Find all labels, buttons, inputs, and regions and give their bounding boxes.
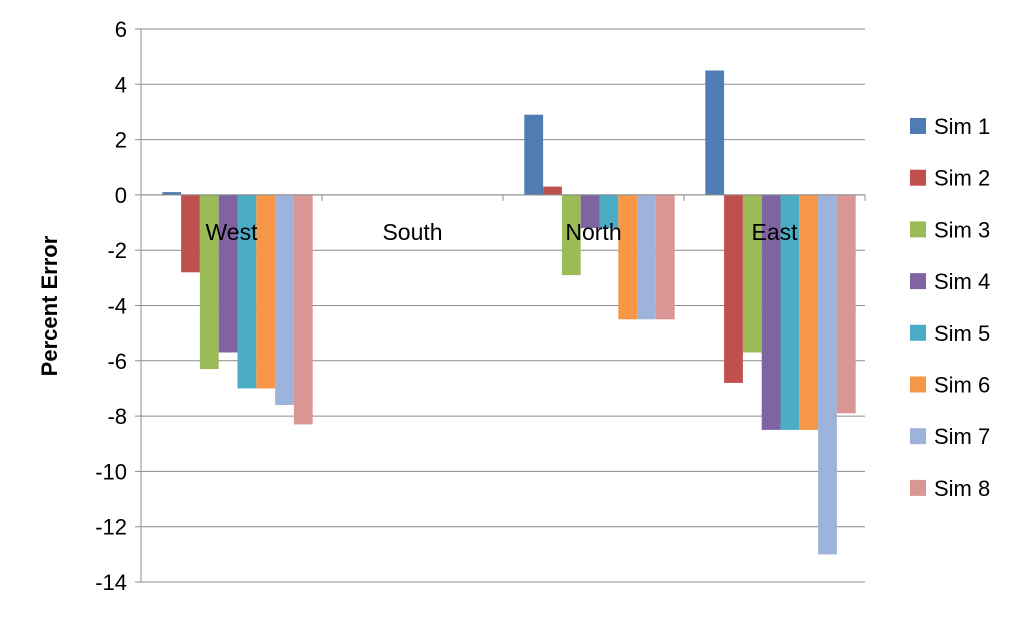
y-tick-label: 6	[115, 17, 127, 42]
legend-swatch	[910, 324, 926, 341]
y-tick-label: -6	[107, 349, 127, 374]
bars	[162, 70, 856, 555]
bar	[218, 194, 238, 353]
y-tick-label: 4	[115, 72, 127, 97]
bar	[780, 194, 800, 430]
y-axis-title: Percent Error	[37, 235, 62, 376]
y-tick-label: -10	[95, 459, 127, 484]
bar	[237, 194, 257, 389]
bar	[655, 194, 675, 320]
y-tick-label: -2	[107, 238, 127, 263]
y-tick-label: -12	[95, 515, 127, 540]
bar	[256, 194, 276, 389]
legend-swatch	[910, 169, 926, 186]
category-label: East	[751, 219, 798, 245]
bar	[293, 194, 313, 425]
y-tick-label: -8	[107, 404, 127, 429]
axes	[135, 28, 866, 583]
legend-label: Sim 6	[934, 373, 990, 398]
bar	[761, 194, 781, 430]
bar	[705, 70, 725, 195]
bar	[818, 194, 837, 555]
bar	[618, 194, 638, 320]
legend-label: Sim 1	[934, 114, 990, 139]
bar	[799, 194, 819, 430]
bar	[543, 186, 562, 195]
legend-swatch	[910, 221, 926, 238]
legend-label: Sim 7	[934, 424, 990, 449]
bar	[181, 194, 200, 273]
legend-label: Sim 3	[934, 217, 990, 242]
bar	[524, 114, 544, 195]
legend-swatch	[910, 376, 926, 393]
y-tick-label: -4	[107, 294, 127, 319]
bar	[836, 194, 856, 414]
y-tick-label: 2	[115, 128, 127, 153]
legend-label: Sim 4	[934, 269, 990, 294]
bar	[637, 194, 656, 320]
bar	[199, 194, 219, 370]
category-label: West	[206, 219, 259, 245]
category-label: South	[382, 219, 442, 245]
legend: Sim 1 Sim 2 Sim 3 Sim 4 Sim 5 Sim 6 Sim 7 Sim 8	[910, 114, 990, 501]
legend-label: Sim 2	[934, 166, 990, 191]
category-label: North	[565, 219, 621, 245]
legend-swatch	[910, 479, 926, 496]
labels: 6 4 2 0 -2 -4 -6 -8 -10 -12 -14 West South North East	[95, 17, 798, 595]
bar	[580, 194, 600, 229]
bar	[599, 194, 619, 229]
legend-label: Sim 8	[934, 476, 990, 501]
legend-label: Sim 5	[934, 321, 990, 346]
bar	[561, 194, 581, 276]
bar	[742, 194, 762, 353]
legend-swatch	[910, 428, 926, 445]
y-tick-label: 0	[115, 183, 127, 208]
bar	[275, 194, 294, 405]
bar	[724, 194, 743, 383]
legend-swatch	[910, 273, 926, 290]
bar	[162, 192, 182, 195]
legend-swatch	[910, 118, 926, 134]
y-tick-label: -14	[95, 570, 127, 595]
